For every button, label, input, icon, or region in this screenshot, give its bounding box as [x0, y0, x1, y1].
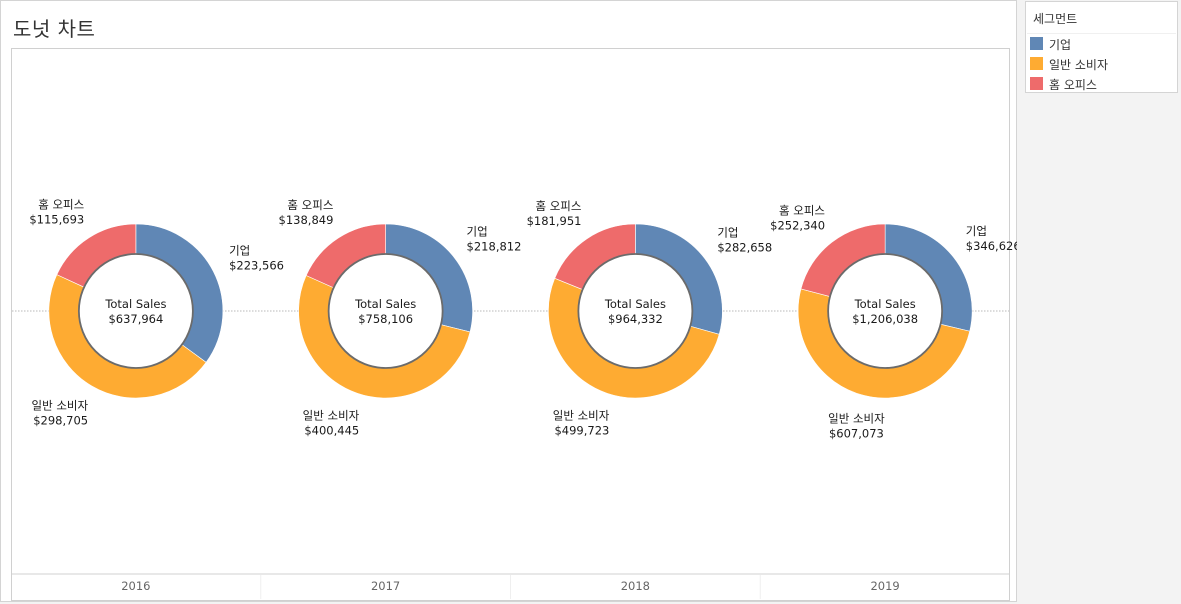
slice-label-name: 일반 소비자 [828, 411, 885, 425]
slice-label-value: $607,073 [829, 426, 884, 440]
center-label-title: Total Sales [354, 297, 416, 311]
donut-hole [827, 253, 944, 369]
center-label-total: $964,332 [608, 312, 663, 326]
center-label-total: $1,206,038 [852, 312, 918, 326]
slice-label-name: 홈 오피스 [535, 199, 581, 213]
legend-divider [1027, 33, 1176, 34]
slice-label-value: $499,723 [554, 424, 609, 438]
x-tick-label: 2019 [870, 579, 899, 593]
slice-label-value: $223,566 [229, 259, 284, 273]
slice-label-name: 일반 소비자 [32, 399, 89, 413]
slice-label-name: 홈 오피스 [779, 204, 825, 218]
slice-label-value: $298,705 [33, 414, 88, 428]
legend-item-home-office[interactable]: 홈 오피스 [1030, 75, 1170, 93]
slice-label-name: 홈 오피스 [38, 198, 84, 212]
page-title: 도넛 차트 [13, 17, 96, 41]
slice-label-name: 일반 소비자 [303, 409, 360, 423]
slice-label-name: 일반 소비자 [553, 409, 610, 423]
slice-label-name: 기업 [966, 224, 987, 238]
center-label-total: $637,964 [108, 312, 163, 326]
legend-title: 세그먼트 [1033, 12, 1078, 26]
slice-label-name: 홈 오피스 [287, 198, 333, 212]
slice-label-value: $218,812 [467, 239, 522, 253]
slice-label-name: 기업 [717, 226, 738, 240]
slice-label-value: $400,445 [304, 424, 359, 438]
slice-label-name: 기업 [467, 224, 488, 238]
donut-hole [327, 253, 444, 369]
slice-label-value: $181,951 [527, 214, 582, 228]
legend-label-consumer: 일반 소비자 [1049, 58, 1109, 72]
legend-swatch-consumer [1030, 57, 1043, 70]
slice-label-value: $346,626 [966, 239, 1017, 253]
legend: 세그먼트 기업 일반 소비자 홈 오피스 [1025, 1, 1178, 93]
donut-hole [577, 253, 694, 369]
plot-area [11, 48, 1010, 601]
x-tick-label: 2016 [121, 579, 150, 593]
legend-item-corporate[interactable]: 기업 [1030, 35, 1170, 53]
center-label-title: Total Sales [604, 297, 666, 311]
center-label-title: Total Sales [104, 297, 166, 311]
x-tick-label: 2018 [621, 579, 650, 593]
legend-swatch-home-office [1030, 77, 1043, 90]
slice-label-value: $282,658 [717, 241, 772, 255]
legend-label-home-office: 홈 오피스 [1049, 78, 1097, 92]
x-tick-label: 2017 [371, 579, 400, 593]
center-label-total: $758,106 [358, 312, 413, 326]
slice-label-value: $138,849 [279, 213, 334, 227]
legend-item-consumer[interactable]: 일반 소비자 [1030, 55, 1170, 73]
donut-hole [77, 253, 194, 369]
slice-label-name: 기업 [229, 244, 250, 258]
slice-label-value: $252,340 [770, 219, 825, 233]
legend-swatch-corporate [1030, 37, 1043, 50]
slice-label-value: $115,693 [29, 213, 84, 227]
center-label-title: Total Sales [854, 297, 916, 311]
legend-label-corporate: 기업 [1049, 38, 1072, 52]
